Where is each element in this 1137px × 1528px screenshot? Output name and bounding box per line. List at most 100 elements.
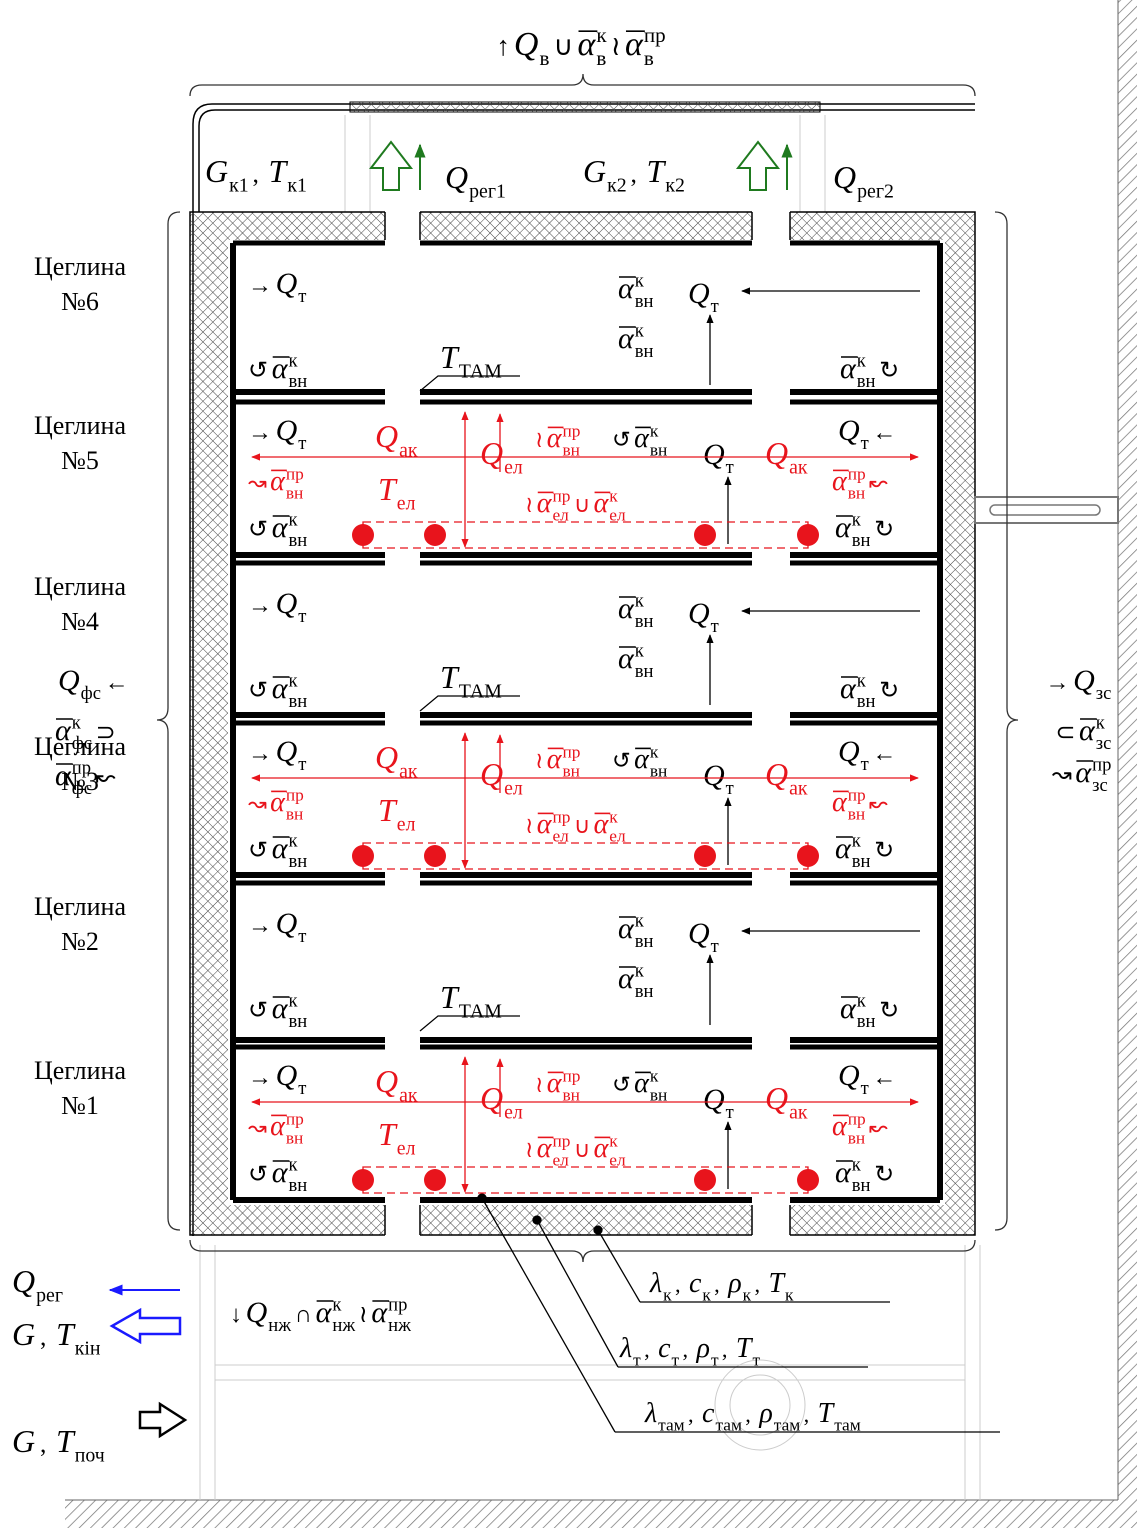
formula-symbol: Q [58,664,80,697]
heater [797,845,819,867]
formula-sub: вн [848,804,866,823]
formula-sup: к [635,321,645,342]
heater [352,845,374,867]
formula-sub: т [711,296,719,317]
formula-sign: , [253,159,259,188]
formula-symbol: Q [276,907,298,940]
formula-sub: рег [36,1285,63,1307]
formula-symbol: G [583,153,606,189]
formula-sub: вн [857,1011,876,1032]
formula-sub: там [834,1415,861,1434]
formula-sign: , [714,1272,720,1297]
formula-sup: пр [562,1066,580,1085]
formula-sup: к [852,1155,862,1176]
heater [797,1169,819,1191]
formula-sub: ак [789,778,808,800]
formula-sign: , [804,1402,810,1427]
formula-sub: ак [789,1102,808,1124]
formula-sign: → [248,593,272,619]
formula-sub: фс [81,683,101,704]
formula-sub: в [539,46,549,70]
brick-name: Цеглина№6 [34,252,126,316]
formula-sub: ак [789,457,808,479]
formula-symbol: Q [838,1059,860,1092]
opening [752,208,790,244]
formula-sign: → [1046,670,1070,696]
formula-sub: к1 [229,175,249,197]
formula-sub: фс [72,733,92,754]
formula-sub: ТАМ [459,681,502,703]
formula-sign: , [40,1429,46,1458]
formula-symbol: T [768,1268,786,1299]
formula-sup: пр [286,785,304,804]
formula-sup: к [650,421,659,440]
formula-sign: ↺ [248,678,268,704]
formula-sub: к2 [665,175,685,197]
formula-sign: ← [872,741,896,767]
formula-sup: к [288,510,298,531]
formula-sub: вн [852,851,871,872]
formula-symbol: Q [375,418,398,454]
formula-symbol: G [12,1423,35,1459]
formula-sign: , [745,1402,751,1427]
formula-sup: к [288,991,298,1012]
formula-sign: , [631,159,637,188]
formula-sup: к [288,351,298,372]
formula-symbol: G [12,1316,35,1352]
formula-sign: ↜ [869,470,888,495]
formula-sign: → [248,741,272,767]
formula-sub: вн [635,981,654,1002]
formula-sub: вн [852,1175,871,1196]
diagram: ↑Qв∪αкв≀αпрвGк1,Tк1Qрег1Gк2,Tк2Qрег2↓Qнж… [0,0,1137,1528]
formula-sub: т [298,1078,306,1099]
formula-symbol: c [702,1398,715,1429]
opening [385,208,420,244]
inlet-arrow [140,1404,185,1436]
formula-sup: к [1096,713,1106,734]
formula-sign: , [722,1337,728,1362]
formula-symbol: Q [246,1296,268,1329]
formula-sup: к [609,486,618,505]
formula-sign: ≀ [535,427,543,452]
formula-sub: нж [388,1315,411,1336]
formula-symbol: λ [644,1398,657,1429]
formula-sup: пр [552,807,570,826]
brick-name-line: №2 [61,927,99,956]
formula-sub: ел [504,778,523,800]
formula-sup: к [857,671,867,692]
formula-sign: ≀ [525,813,533,838]
heater [424,845,446,867]
formula-sign: → [248,1065,272,1091]
formula-sub: вн [288,530,307,551]
formula-sup: к [635,961,645,982]
brick-name-line: Цеглина [34,411,126,440]
formula-sub: в [644,46,654,70]
formula-sub: фс [72,778,92,799]
formula-sub: т [726,457,734,478]
formula-sub: вн [635,931,654,952]
formula-sub: т [861,433,869,454]
formula-sign: ← [105,670,129,696]
formula-sub: т [711,936,719,957]
formula-sign: , [644,1337,650,1362]
formula-sign: ∪ [574,1137,590,1162]
formula: G,Tкін [12,1316,101,1360]
formula-sub: к1 [287,175,307,197]
formula-sub: ТАМ [459,1001,502,1023]
formula-sub: вн [852,530,871,551]
formula-sign: ↝ [248,1115,267,1140]
formula-sub: вн [635,341,654,362]
formula-sub: вн [848,1128,866,1147]
formula-sub: зс [1096,683,1112,704]
formula-sign: , [688,1402,694,1427]
formula-sign: → [248,273,272,299]
formula: λтам,cтам,ρтам,Tтам [644,1398,861,1434]
formula-sub: ел [504,457,523,479]
formula-sign: ↺ [248,358,268,384]
formula-sub: вн [288,371,307,392]
formula-symbol: Q [838,414,860,447]
formula-sign: ↺ [248,517,268,543]
formula-sub: вн [288,851,307,872]
